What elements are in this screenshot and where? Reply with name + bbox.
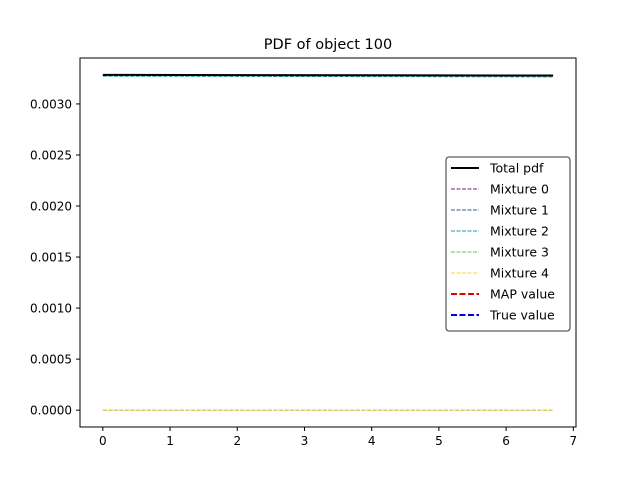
legend-label: MAP value [490, 287, 555, 302]
legend-item-total-pdf: Total pdf [451, 161, 544, 176]
x-tick-label: 0 [99, 434, 107, 448]
plot-frame [79, 57, 577, 428]
x-tick-label: 4 [368, 434, 376, 448]
legend-label: Mixture 4 [490, 266, 549, 281]
y-tick-label: 0.0025 [30, 148, 72, 162]
legend-label: Mixture 0 [490, 182, 549, 197]
legend-label: True value [489, 308, 555, 323]
legend-item-mixture-3: Mixture 3 [451, 245, 549, 260]
y-tick-label: 0.0010 [30, 302, 72, 316]
legend: Total pdf Mixture 0 Mixture 1 Mixture 2 Mixt… [445, 156, 571, 332]
x-tick-label: 7 [569, 434, 577, 448]
legend-label: Mixture 2 [490, 224, 549, 239]
series-line-total-pdf [102, 73, 554, 77]
y-axis-ticks: 0.0000 0.0005 0.0010 0.0015 0.0020 0.0025 0.00… [30, 97, 80, 418]
series-layer [102, 73, 554, 411]
series-line-mixture-2 [102, 75, 554, 78]
chart-title: PDF of object 100 [264, 37, 392, 53]
x-tick-label: 1 [166, 434, 174, 448]
legend-label: Total pdf [489, 161, 544, 176]
x-tick-label: 3 [301, 434, 309, 448]
x-tick-label: 6 [502, 434, 510, 448]
x-tick-label: 2 [233, 434, 241, 448]
legend-item-mixture-0: Mixture 0 [451, 182, 549, 197]
y-tick-label: 0.0000 [30, 404, 72, 418]
legend-item-true-value: True value [451, 308, 555, 323]
legend-frame [445, 156, 571, 332]
legend-item-mixture-1: Mixture 1 [451, 203, 549, 218]
y-tick-label: 0.0015 [30, 251, 72, 265]
legend-label: Mixture 1 [490, 203, 549, 218]
y-tick-label: 0.0030 [30, 97, 72, 111]
legend-item-map-value: MAP value [451, 287, 555, 302]
legend-item-mixture-2: Mixture 2 [451, 224, 549, 239]
x-tick-label: 5 [435, 434, 443, 448]
x-axis-ticks: 0 1 2 3 4 5 6 7 [99, 427, 577, 448]
legend-label: Mixture 3 [490, 245, 549, 260]
y-tick-label: 0.0020 [30, 200, 72, 214]
y-tick-label: 0.0005 [30, 353, 72, 367]
legend-item-mixture-4: Mixture 4 [451, 266, 549, 281]
